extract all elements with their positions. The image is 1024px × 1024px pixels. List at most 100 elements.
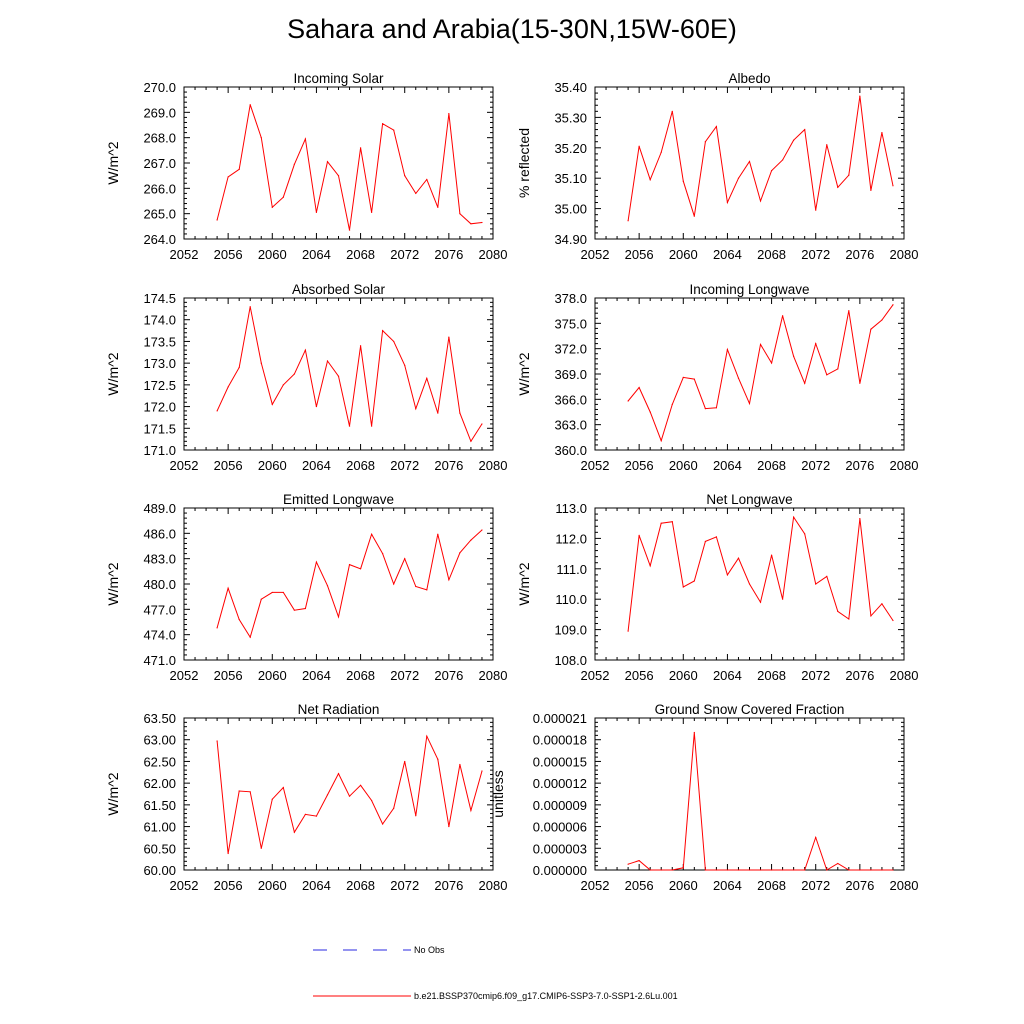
data-point bbox=[837, 368, 839, 370]
data-point bbox=[271, 798, 273, 800]
data-point bbox=[748, 869, 751, 871]
data-point bbox=[870, 869, 872, 871]
data-point bbox=[848, 310, 850, 312]
panel-title: Net Radiation bbox=[298, 702, 380, 717]
data-point bbox=[481, 423, 483, 425]
y-tick-label: 62.50 bbox=[143, 754, 176, 769]
data-point bbox=[870, 189, 872, 191]
data-point bbox=[759, 343, 762, 346]
data-point bbox=[693, 580, 695, 582]
data-point bbox=[748, 402, 751, 405]
data-point bbox=[271, 206, 273, 208]
y-tick-label: 174.0 bbox=[143, 313, 176, 328]
data-point bbox=[227, 386, 229, 388]
series-line bbox=[627, 304, 894, 443]
data-point bbox=[315, 211, 318, 213]
data-point bbox=[671, 869, 673, 871]
data-point bbox=[470, 539, 472, 541]
y-tick-label: 174.5 bbox=[143, 291, 176, 306]
y-tick-label: 63.00 bbox=[143, 733, 176, 748]
data-point bbox=[638, 534, 640, 536]
data-point bbox=[216, 740, 218, 742]
data-point bbox=[649, 179, 651, 181]
x-tick-label: 2056 bbox=[214, 458, 243, 473]
y-tick-label: 483.0 bbox=[143, 552, 176, 567]
data-point bbox=[815, 343, 817, 345]
data-point bbox=[238, 168, 240, 170]
plot-frame bbox=[183, 86, 494, 240]
data-point bbox=[693, 378, 695, 380]
data-point bbox=[748, 583, 751, 585]
y-tick-label: 0.000003 bbox=[533, 841, 587, 856]
panel-title: Net Longwave bbox=[706, 492, 792, 507]
data-point bbox=[704, 141, 706, 143]
data-point bbox=[770, 170, 773, 172]
y-tick-label: 0.000018 bbox=[533, 733, 587, 748]
y-tick-label: 267.0 bbox=[143, 156, 176, 171]
data-point bbox=[737, 869, 740, 871]
data-point bbox=[815, 209, 817, 211]
x-tick-label: 2052 bbox=[170, 247, 199, 262]
data-point bbox=[404, 364, 406, 366]
panel-title: Emitted Longwave bbox=[283, 492, 394, 507]
legend-label-no-obs: No Obs bbox=[414, 945, 445, 955]
x-tick-label: 2072 bbox=[390, 247, 419, 262]
data-point bbox=[371, 425, 373, 427]
y-tick-label: 269.0 bbox=[143, 105, 176, 120]
data-point bbox=[815, 583, 817, 585]
x-tick-label: 2068 bbox=[757, 668, 786, 683]
x-tick-label: 2072 bbox=[801, 458, 830, 473]
x-tick-label: 2068 bbox=[757, 247, 786, 262]
data-point bbox=[337, 772, 340, 775]
chart-panel: 2052 2056 2060 2064 2068 2072 2076 2080 360.0 363… bbox=[516, 282, 918, 473]
data-point bbox=[782, 598, 784, 600]
x-tick-label: 2080 bbox=[890, 458, 919, 473]
y-tick-label: 110.0 bbox=[555, 592, 587, 607]
data-point bbox=[715, 869, 717, 871]
y-tick-label: 0.000009 bbox=[533, 798, 587, 813]
x-tick-label: 2064 bbox=[713, 668, 742, 683]
data-point bbox=[315, 561, 318, 563]
data-point bbox=[348, 795, 351, 797]
x-tick-label: 2052 bbox=[581, 878, 610, 893]
series-line bbox=[627, 732, 893, 871]
data-point bbox=[271, 403, 273, 405]
data-point bbox=[837, 186, 839, 188]
x-tick-label: 2080 bbox=[479, 458, 508, 473]
x-tick-label: 2052 bbox=[170, 458, 199, 473]
x-tick-label: 2064 bbox=[713, 458, 742, 473]
data-point bbox=[804, 382, 806, 384]
x-tick-label: 2072 bbox=[801, 668, 830, 683]
y-tick-label: 35.30 bbox=[554, 110, 587, 125]
data-point bbox=[881, 869, 883, 871]
data-point bbox=[793, 516, 795, 518]
x-tick-label: 2072 bbox=[390, 458, 419, 473]
y-tick-label: 0.000000 bbox=[533, 863, 587, 878]
y-tick-label: 264.0 bbox=[143, 232, 176, 247]
data-point bbox=[660, 151, 662, 153]
x-tick-label: 2068 bbox=[346, 668, 375, 683]
data-point bbox=[293, 609, 295, 611]
data-point bbox=[481, 529, 483, 531]
data-point bbox=[715, 407, 717, 409]
data-point bbox=[693, 215, 695, 217]
data-point bbox=[348, 229, 351, 231]
page-title: Sahara and Arabia(15-30N,15W-60E) bbox=[287, 14, 737, 44]
data-point bbox=[770, 869, 773, 871]
x-tick-label: 2080 bbox=[479, 247, 508, 262]
data-point bbox=[437, 758, 439, 760]
series-line bbox=[216, 529, 483, 639]
data-point bbox=[238, 790, 240, 792]
data-point bbox=[638, 386, 640, 389]
data-point bbox=[459, 213, 461, 215]
data-point bbox=[371, 533, 373, 535]
data-point bbox=[393, 583, 395, 585]
data-point bbox=[848, 869, 850, 871]
data-point bbox=[715, 125, 717, 128]
y-tick-label: 109.0 bbox=[554, 623, 587, 638]
data-point bbox=[470, 223, 472, 225]
x-tick-label: 2064 bbox=[713, 247, 742, 262]
data-point bbox=[415, 585, 417, 588]
data-point bbox=[715, 536, 717, 538]
data-point bbox=[437, 533, 439, 535]
